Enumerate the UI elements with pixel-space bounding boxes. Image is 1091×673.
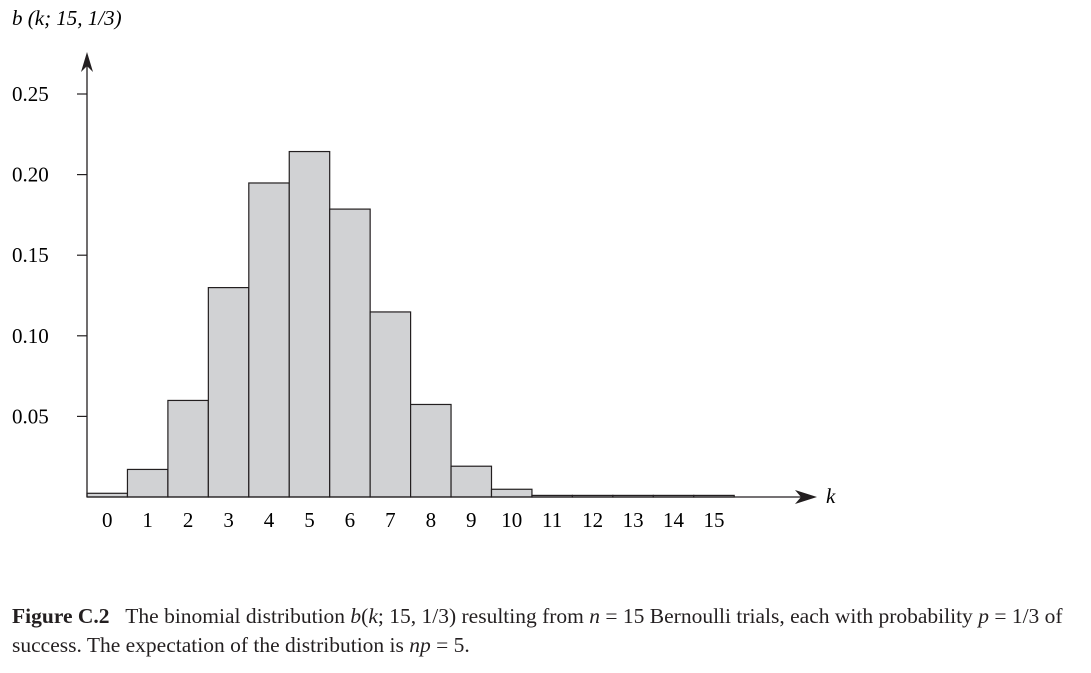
x-tick-label: 13 (623, 508, 644, 532)
bar-k-1 (126, 468, 169, 498)
x-tick-label: 15 (703, 508, 724, 532)
caption-text: = 1/3 of success. The expectation of the… (12, 604, 1068, 657)
caption-text: ; 15, 1/3) resulting from (377, 604, 590, 628)
caption-text: n (589, 604, 601, 628)
bar-k-5 (288, 150, 331, 498)
x-tick-label: 8 (426, 508, 437, 532)
caption-text: The binomial distribution (109, 604, 351, 628)
y-tick-label: 0.15 (12, 243, 49, 267)
bar-k-10 (490, 488, 533, 498)
x-axis-arrow-icon (795, 490, 817, 504)
x-tick-label: 0 (102, 508, 113, 532)
x-tick-label: 12 (582, 508, 603, 532)
x-tick-label: 7 (385, 508, 396, 532)
caption-label: Figure C.2 (12, 604, 110, 628)
x-tick-label: 10 (501, 508, 522, 532)
bar-k-8 (410, 403, 452, 498)
y-axis-label: b (k; 15, 1/3) (12, 6, 122, 30)
figure-caption: Figure C.2 The binomial distribution b(k… (12, 602, 1087, 660)
bar-k-4 (248, 182, 290, 498)
x-tick-label: 2 (183, 508, 194, 532)
y-tick-label: 0.05 (12, 404, 49, 428)
x-tick-label: 4 (264, 508, 275, 532)
x-tick-label: 3 (223, 508, 234, 532)
x-tick-label: 5 (304, 508, 315, 532)
caption-text: b (350, 604, 362, 628)
bar-k-2 (167, 399, 209, 498)
x-tick-label: 14 (663, 508, 685, 532)
caption-text: = 5. (430, 633, 470, 657)
bar-k-3 (207, 287, 250, 498)
x-tick-label: 1 (142, 508, 153, 532)
caption-text: k (368, 604, 378, 628)
bar-k-7 (369, 311, 412, 498)
caption-text: ( (361, 604, 369, 628)
x-tick-label: 6 (345, 508, 356, 532)
binomial-bar-chart: b (k; 15, 1/3) k 0.05 0.10 0.15 0.20 0.25 0 1… (12, 6, 836, 532)
y-tick-label: 0.10 (12, 324, 49, 348)
caption-text: = 15 Bernoulli trials, each with probabi… (600, 604, 979, 628)
bar-k-9 (450, 465, 493, 498)
x-tick-label: 11 (542, 508, 562, 532)
y-tick-label: 0.20 (12, 163, 49, 187)
caption-text: p (978, 604, 989, 628)
caption-text: np (409, 633, 431, 657)
x-axis-label: k (826, 484, 836, 508)
bar-k-6 (329, 208, 371, 498)
y-tick-label: 0.25 (12, 82, 49, 106)
y-axis-arrow-icon (81, 52, 93, 72)
x-tick-label: 9 (466, 508, 477, 532)
